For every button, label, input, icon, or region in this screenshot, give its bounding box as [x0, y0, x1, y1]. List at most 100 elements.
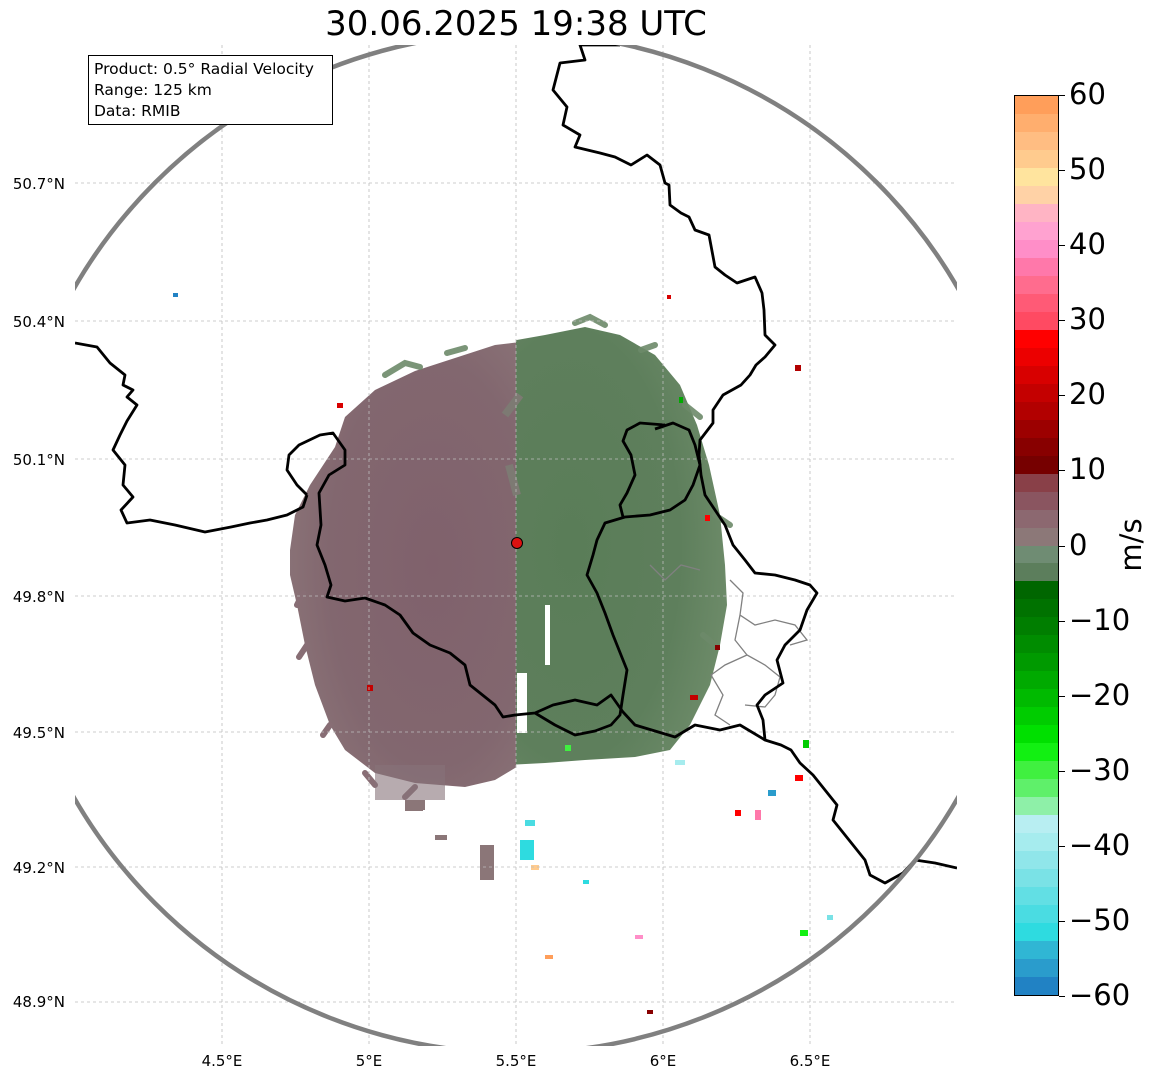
lon-tick-label: 6°E — [649, 1052, 677, 1070]
colorbar-tick-label: −40 — [1069, 827, 1131, 862]
radar-map[interactable] — [75, 45, 957, 1046]
colorbar-tick-label: 30 — [1069, 302, 1106, 337]
colorbar-segment — [1015, 455, 1058, 475]
colorbar-segment — [1015, 257, 1058, 277]
colorbar-tick-mark — [1059, 845, 1065, 847]
colorbar-segment — [1015, 653, 1058, 672]
colorbar-segment — [1015, 149, 1058, 169]
colorbar-segment — [1015, 473, 1058, 493]
colorbar-segment — [1015, 383, 1058, 403]
colorbar-segment — [1015, 329, 1058, 349]
colorbar-segment — [1015, 977, 1058, 995]
colorbar-segment — [1015, 419, 1058, 439]
colorbar-tick-mark — [1059, 920, 1065, 922]
subregion-borders — [649, 564, 809, 726]
colorbar-tick-label: 60 — [1069, 77, 1106, 111]
colorbar-segment — [1015, 689, 1058, 708]
colorbar-tick-label: −50 — [1069, 902, 1131, 937]
lon-tick-label: 5.5°E — [495, 1052, 537, 1070]
colorbar-segment — [1015, 293, 1058, 313]
colorbar-segment — [1015, 96, 1058, 115]
country-borders — [75, 45, 957, 885]
colorbar-tick-mark — [1059, 395, 1065, 397]
colorbar-tick-label: 40 — [1069, 227, 1106, 262]
radar-site-marker[interactable] — [511, 537, 523, 549]
colorbar-tick-label: −30 — [1069, 752, 1131, 787]
lat-tick-label: 49.8°N — [12, 588, 65, 606]
colorbar-segment — [1015, 959, 1058, 978]
lat-tick-label: 50.7°N — [12, 175, 65, 193]
colorbar-segment — [1015, 581, 1058, 601]
colorbar-segment — [1015, 599, 1058, 619]
lat-tick-label: 49.2°N — [12, 859, 65, 877]
colorbar-segment — [1015, 725, 1058, 744]
colorbar-tick-label: −20 — [1069, 677, 1131, 712]
colorbar-segment — [1015, 779, 1058, 798]
lon-tick-label: 6.5°E — [789, 1052, 831, 1070]
colorbar-segment — [1015, 851, 1058, 870]
product-info-box: Product: 0.5° Radial Velocity Range: 125… — [88, 55, 333, 125]
colorbar-segment — [1015, 815, 1058, 834]
colorbar-segment — [1015, 203, 1058, 223]
colorbar-segment — [1015, 437, 1058, 457]
colorbar-segment — [1015, 167, 1058, 187]
colorbar-segment — [1015, 491, 1058, 511]
lat-tick-label: 50.1°N — [12, 451, 65, 469]
colorbar-tick-mark — [1059, 770, 1065, 772]
colorbar-segment — [1015, 761, 1058, 780]
colorbar-segment — [1015, 275, 1058, 295]
colorbar-tick-mark — [1059, 545, 1065, 547]
colorbar-segment — [1015, 545, 1058, 565]
colorbar-unit-label: m/s — [1114, 518, 1148, 572]
lat-tick-label: 49.5°N — [12, 724, 65, 742]
colorbar-tick-label: −60 — [1069, 978, 1131, 1012]
velocity-field — [173, 293, 833, 1014]
colorbar-segment — [1015, 239, 1058, 259]
colorbar-segment — [1015, 509, 1058, 529]
colorbar-tick-label: 0 — [1069, 527, 1088, 562]
colorbar-segment — [1015, 887, 1058, 906]
colorbar-segment — [1015, 707, 1058, 726]
colorbar-tick-label: 10 — [1069, 452, 1106, 487]
colorbar-tick-label: 20 — [1069, 377, 1106, 412]
colorbar-segment — [1015, 941, 1058, 960]
colorbar-segment — [1015, 905, 1058, 924]
colorbar-segment — [1015, 617, 1058, 636]
colorbar-tick-mark — [1059, 470, 1065, 472]
colorbar-segment — [1015, 635, 1058, 654]
colorbar-tick-mark — [1059, 695, 1065, 697]
colorbar-segment — [1015, 743, 1058, 762]
colorbar-tick-mark — [1059, 320, 1065, 322]
colorbar-tick-mark — [1059, 170, 1065, 172]
lon-tick-label: 4.5°E — [201, 1052, 243, 1070]
lon-tick-label: 5°E — [355, 1052, 383, 1070]
colorbar-tick-label: −10 — [1069, 602, 1131, 637]
colorbar-segment — [1015, 365, 1058, 385]
colorbar-segment — [1015, 923, 1058, 942]
colorbar-tick-mark — [1059, 95, 1065, 96]
colorbar-segment — [1015, 563, 1058, 583]
data-source-label: Data: RMIB — [94, 102, 181, 120]
product-label: Product: 0.5° Radial Velocity — [94, 60, 314, 78]
colorbar-segment — [1015, 185, 1058, 205]
colorbar-segment — [1015, 113, 1058, 133]
colorbar-segment — [1015, 347, 1058, 367]
map-title: 30.06.2025 19:38 UTC — [325, 4, 707, 44]
lat-tick-label: 48.9°N — [12, 993, 65, 1011]
colorbar-segment — [1015, 833, 1058, 852]
colorbar-segment — [1015, 311, 1058, 331]
colorbar-segment — [1015, 221, 1058, 241]
colorbar-segment — [1015, 401, 1058, 421]
colorbar-tick-label: 50 — [1069, 152, 1106, 187]
colorbar-segment — [1015, 131, 1058, 151]
colorbar-tick-mark — [1059, 245, 1065, 247]
colorbar-tick-mark — [1059, 996, 1065, 997]
colorbar-segment — [1015, 671, 1058, 690]
range-label: Range: 125 km — [94, 81, 212, 99]
velocity-colorbar — [1014, 95, 1059, 996]
lat-tick-label: 50.4°N — [12, 313, 65, 331]
colorbar-segment — [1015, 869, 1058, 888]
colorbar-segment — [1015, 797, 1058, 816]
colorbar-segment — [1015, 527, 1058, 547]
colorbar-tick-mark — [1059, 620, 1065, 622]
